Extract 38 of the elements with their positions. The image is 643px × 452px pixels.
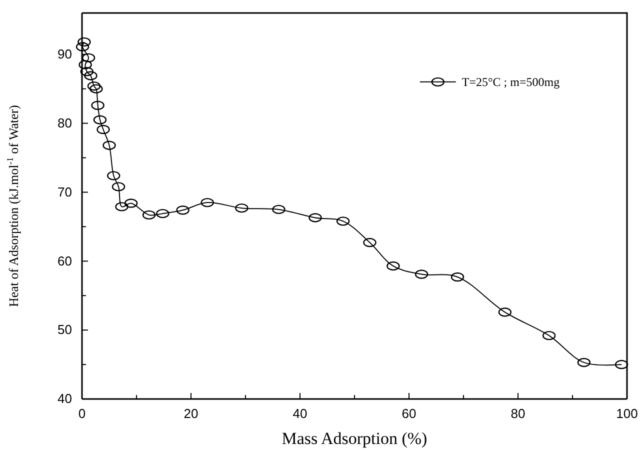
point <box>142 210 156 220</box>
y-tick-label: 80 <box>58 115 72 130</box>
x-tick-label: 0 <box>78 406 86 422</box>
point <box>87 81 101 91</box>
point <box>386 261 400 271</box>
y-tick-label: 70 <box>58 184 72 200</box>
y-tick-label: 50 <box>58 322 72 338</box>
x-tick-label: 100 <box>616 406 638 422</box>
x-tick-label: 20 <box>184 406 198 422</box>
y-tick-label: 90 <box>58 46 72 62</box>
x-tick-label: 80 <box>510 406 526 422</box>
y-tick-label: 60 <box>58 253 72 268</box>
point <box>200 198 214 208</box>
point <box>84 71 98 80</box>
y-tick-label: 40 <box>58 391 72 406</box>
point <box>78 60 92 70</box>
point <box>156 208 170 218</box>
point <box>80 66 94 76</box>
point <box>272 204 286 214</box>
point <box>614 360 628 370</box>
point <box>542 330 556 340</box>
point <box>115 202 128 212</box>
point <box>176 206 190 215</box>
point <box>90 84 103 94</box>
point <box>102 140 116 150</box>
point <box>91 100 104 110</box>
point <box>78 37 91 47</box>
point <box>308 213 322 222</box>
legend-label: T=25°C ; m=500mg <box>462 74 560 89</box>
point <box>96 124 110 134</box>
point <box>107 171 120 180</box>
point <box>450 272 464 282</box>
point <box>577 358 591 368</box>
point <box>235 203 248 213</box>
x-tick-label: 60 <box>402 406 416 422</box>
x-tick-label: 40 <box>292 406 308 422</box>
point <box>363 238 376 248</box>
x-axis-title: Mass Adsorption (%) <box>282 429 428 448</box>
